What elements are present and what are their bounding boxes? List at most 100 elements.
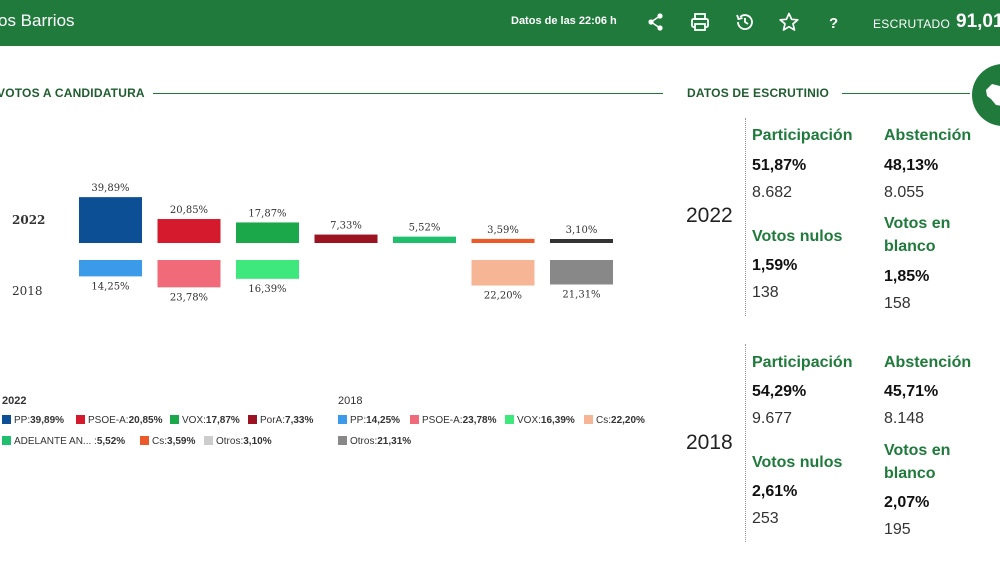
legend-name: Cs — [596, 415, 609, 426]
blanco-label: Votos en blanco — [884, 215, 951, 255]
participacion-pct: 51,87% — [752, 157, 807, 174]
abstencion-pct: 48,13% — [884, 157, 939, 174]
legend-year-2018: 2018 — [338, 395, 363, 407]
legend-value: 17,87% — [205, 415, 240, 426]
star-icon[interactable] — [778, 11, 800, 33]
abstencion-num: 8.148 — [884, 410, 925, 427]
abstencion-label: Abstención — [884, 354, 972, 371]
legend-item-2022-otros: Otros:3,10% — [204, 436, 272, 447]
legend-item-2022-psoe: PSOE-A:20,85% — [76, 415, 163, 426]
nulos-pct: 1,59% — [752, 257, 798, 274]
votes-chart: 2022 2018 39,89% 20,85% 17,87% 7,33% 5,52% 3,… — [12, 183, 613, 303]
bar-label-2022-3: 7,33% — [330, 221, 362, 232]
bar-label-2018-6: 21,31% — [562, 290, 600, 301]
legend-swatch — [76, 415, 85, 424]
legend-item-2022-adelante: ADELANTE AN... :5,52% — [2, 436, 125, 447]
divider — [745, 118, 746, 316]
abstencion-label: Abstención — [884, 127, 972, 144]
legend-swatch — [584, 415, 593, 424]
scrutiny-section-title: DATOS DE ESCRUTINIO — [687, 86, 830, 100]
legend-item-2022-pora: PorA:7,33% — [248, 415, 313, 426]
legend-swatch — [248, 415, 257, 424]
chart-legend: 2022 2018 PP:39,89% PSOE-A:20,85% VOX:17… — [0, 395, 660, 455]
escrutado-label: ESCRUTADO — [873, 17, 951, 31]
map-icon — [986, 84, 1000, 106]
legend-item-2022-vox: VOX:17,87% — [170, 415, 240, 426]
legend-name: PP — [14, 415, 28, 426]
escrutado-value: 91,01 — [956, 11, 1000, 32]
bar-2018-1 — [157, 260, 221, 288]
legend-item-2018-psoe: PSOE-A:23,78% — [410, 415, 497, 426]
legend-name: PP — [350, 415, 364, 426]
row-label-2018: 2018 — [12, 284, 43, 298]
legend-value: 21,31% — [377, 436, 412, 447]
legend-name: PSOE-A — [88, 415, 126, 426]
bar-2022-2 — [236, 222, 299, 243]
update-time: Datos de las 22:06 h — [511, 15, 617, 27]
participacion-pct: 54,29% — [752, 383, 807, 400]
participacion-num: 8.682 — [752, 184, 793, 201]
bar-label-2018-0: 14,25% — [91, 281, 129, 292]
legend-value: 22,20% — [611, 415, 645, 426]
print-icon[interactable] — [689, 11, 711, 33]
share-icon[interactable] — [645, 11, 667, 33]
legend-name: VOX — [182, 415, 204, 426]
blanco-label: Votos en blanco — [884, 442, 951, 482]
nulos-pct: 2,61% — [752, 483, 798, 500]
legend-value: 16,39% — [540, 415, 575, 426]
nulos-num: 253 — [752, 510, 779, 527]
map-button[interactable] — [972, 64, 1000, 126]
legend-value: 14,25% — [366, 415, 401, 426]
blanco-num: 158 — [884, 295, 911, 312]
bar-label-2018-2: 16,39% — [248, 284, 286, 295]
nulos-num: 138 — [752, 284, 779, 301]
legend-name: Otros — [350, 436, 375, 447]
legend-swatch — [338, 436, 347, 445]
scrutiny-year-2022: 2022 — [686, 204, 733, 227]
legend-value: 39,89% — [30, 415, 65, 426]
legend-name: PorA — [260, 415, 283, 426]
legend-value: 5,52% — [96, 436, 126, 447]
votes-section-rule — [153, 93, 663, 94]
bar-2022-3 — [314, 234, 378, 243]
top-bar: os Barrios Datos de las 22:06 h ? ESCRUT… — [0, 0, 1000, 46]
blanco-pct: 2,07% — [884, 494, 930, 511]
legend-value: 7,33% — [285, 415, 314, 426]
legend-swatch — [338, 415, 347, 424]
abstencion-pct: 45,71% — [884, 383, 939, 400]
legend-swatch — [140, 436, 149, 445]
bar-2018-5 — [471, 260, 535, 286]
help-icon[interactable]: ? — [822, 11, 844, 33]
participacion-label: Participación — [752, 354, 853, 371]
bar-2022-0 — [79, 197, 142, 243]
bar-2018-2 — [236, 260, 299, 279]
bar-label-2022-2: 17,87% — [248, 208, 286, 219]
legend-swatch — [505, 415, 514, 424]
legend-value: 3,59% — [167, 436, 196, 447]
legend-item-2018-otros: Otros:21,31% — [338, 436, 411, 447]
svg-text:?: ? — [829, 15, 838, 32]
divider — [745, 344, 746, 542]
legend-year-2022: 2022 — [2, 395, 27, 407]
bar-2022-6 — [550, 239, 613, 243]
history-icon[interactable] — [734, 11, 756, 33]
legend-item-2018-vox: VOX:16,39% — [505, 415, 575, 426]
legend-name: PSOE-A — [422, 415, 460, 426]
bar-label-2018-1: 23,78% — [170, 292, 208, 303]
legend-value: 23,78% — [462, 415, 497, 426]
blanco-num: 195 — [884, 521, 911, 538]
legend-name: Otros — [216, 436, 241, 447]
blanco-pct: 1,85% — [884, 268, 930, 285]
legend-value: 20,85% — [128, 415, 163, 426]
legend-swatch — [204, 436, 213, 445]
legend-name: VOX — [517, 415, 539, 426]
participacion-num: 9.677 — [752, 410, 793, 427]
legend-swatch — [2, 436, 11, 445]
legend-name: Cs — [152, 436, 165, 447]
bar-2018-6 — [550, 260, 613, 285]
bar-label-2022-1: 20,85% — [170, 205, 208, 216]
bar-label-2022-6: 3,10% — [566, 225, 598, 236]
bar-2022-1 — [157, 219, 221, 243]
legend-swatch — [170, 415, 179, 424]
bar-2022-5 — [471, 238, 535, 243]
